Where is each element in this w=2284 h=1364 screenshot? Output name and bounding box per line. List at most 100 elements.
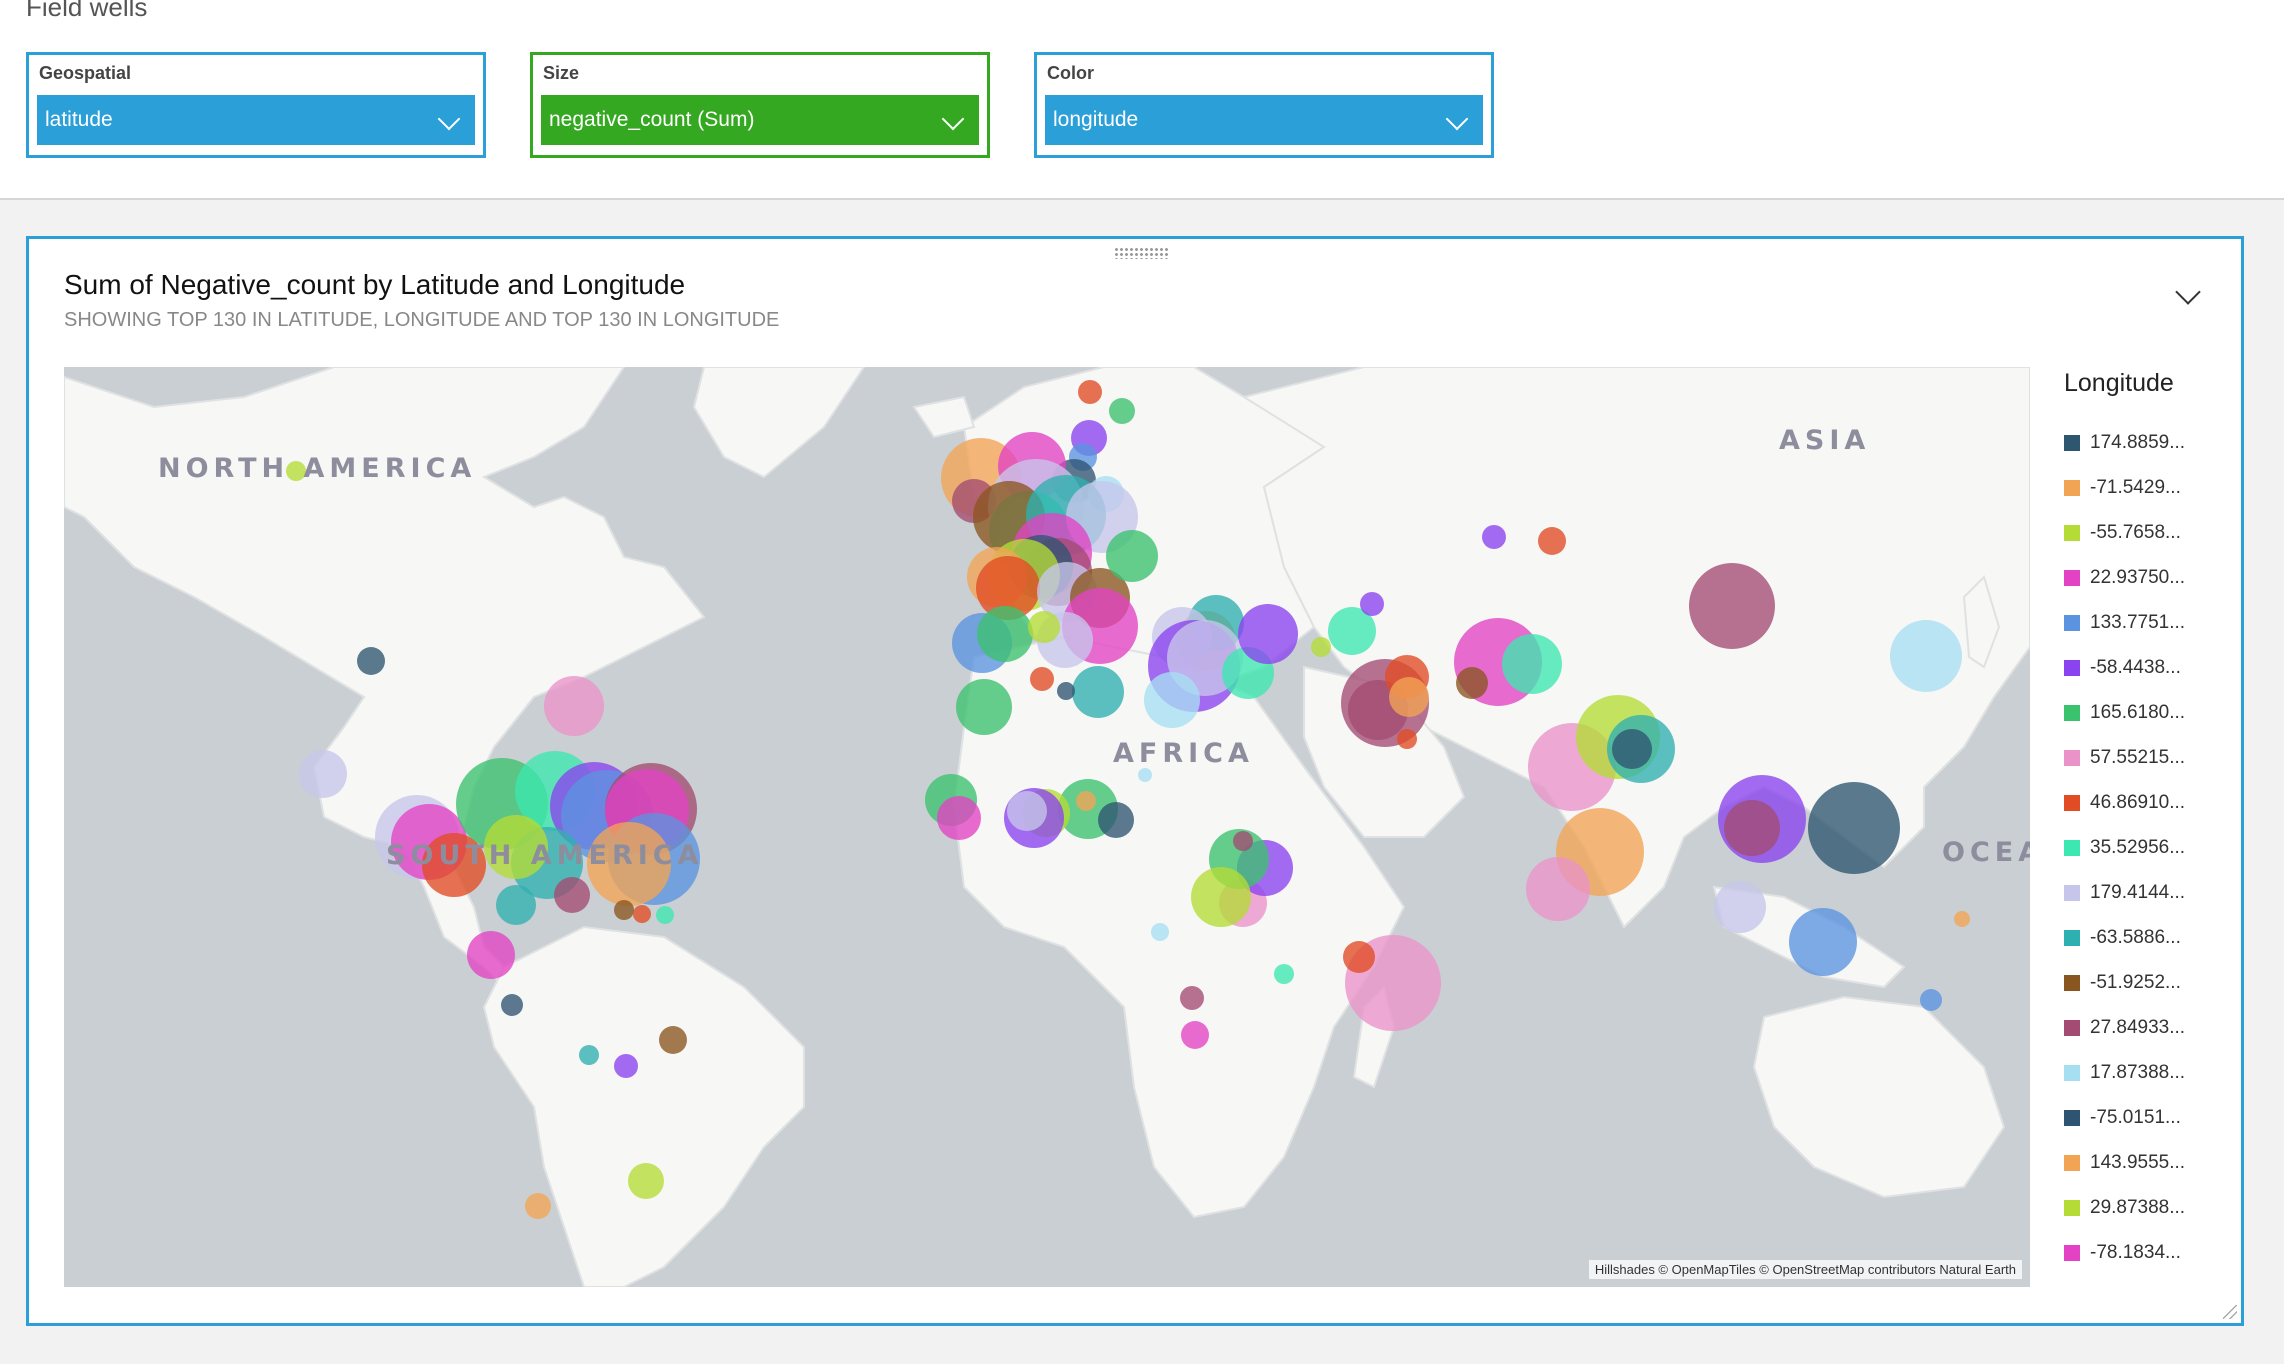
map-bubble[interactable] xyxy=(659,1026,687,1054)
map-bubble[interactable] xyxy=(1030,667,1054,691)
map-bubble[interactable] xyxy=(1612,729,1652,769)
legend-item[interactable]: -58.4438... xyxy=(2064,645,2234,690)
chevron-down-icon[interactable] xyxy=(2175,279,2201,305)
map-bubble[interactable] xyxy=(1789,908,1857,976)
geospatial-field-value: latitude xyxy=(45,108,113,131)
map-bubble[interactable] xyxy=(501,994,523,1016)
map-bubble[interactable] xyxy=(1274,964,1294,984)
chevron-down-icon[interactable] xyxy=(437,107,461,131)
map-bubble[interactable] xyxy=(1311,637,1331,657)
legend-item[interactable]: -63.5886... xyxy=(2064,915,2234,960)
map-bubble[interactable] xyxy=(1057,682,1075,700)
map-bubble[interactable] xyxy=(1109,398,1135,424)
chevron-down-icon[interactable] xyxy=(941,107,965,131)
drag-handle-icon[interactable] xyxy=(1114,247,1170,259)
map-bubble[interactable] xyxy=(299,750,347,798)
map-bubble[interactable] xyxy=(1328,607,1376,655)
legend-item[interactable]: 165.6180... xyxy=(2064,690,2234,735)
map-bubble[interactable] xyxy=(1238,604,1298,664)
map-bubble[interactable] xyxy=(286,461,306,481)
legend-item[interactable]: 46.86910... xyxy=(2064,780,2234,825)
map-bubble[interactable] xyxy=(1191,867,1251,927)
color-field-dropdown[interactable]: longitude xyxy=(1045,95,1483,145)
map-bubble[interactable] xyxy=(1343,941,1375,973)
map-bubble[interactable] xyxy=(628,1163,664,1199)
map-bubble[interactable] xyxy=(587,822,671,906)
map-bubble[interactable] xyxy=(525,1193,551,1219)
map-bubble[interactable] xyxy=(1920,989,1942,1011)
size-well-label: Size xyxy=(543,63,580,83)
map-bubble[interactable] xyxy=(1007,791,1047,831)
map-bubble[interactable] xyxy=(1808,782,1900,874)
legend-item[interactable]: 27.84933... xyxy=(2064,1005,2234,1050)
map-bubble[interactable] xyxy=(1538,527,1566,555)
map-bubble[interactable] xyxy=(976,556,1040,620)
geospatial-field-dropdown[interactable]: latitude xyxy=(37,95,475,145)
map-bubble[interactable] xyxy=(1890,620,1962,692)
legend-item[interactable]: -75.0151... xyxy=(2064,1095,2234,1140)
legend-item[interactable]: 22.93750... xyxy=(2064,555,2234,600)
map-bubble[interactable] xyxy=(1724,800,1780,856)
map-bubble[interactable] xyxy=(1714,881,1766,933)
map-bubble[interactable] xyxy=(977,606,1033,662)
legend-swatch xyxy=(2064,479,2080,496)
map-bubble[interactable] xyxy=(1389,677,1429,717)
legend-label: 22.93750... xyxy=(2090,566,2186,588)
map-bubble[interactable] xyxy=(1397,729,1417,749)
map-bubble[interactable] xyxy=(1233,831,1253,851)
map-visual[interactable]: Sum of Negative_count by Latitude and Lo… xyxy=(26,236,2244,1326)
legend-item[interactable]: -71.5429... xyxy=(2064,465,2234,510)
legend-item[interactable]: 143.9555... xyxy=(2064,1140,2234,1185)
map-bubble[interactable] xyxy=(937,796,981,840)
map-bubble[interactable] xyxy=(1072,666,1124,718)
legend-item[interactable]: -55.7658... xyxy=(2064,510,2234,555)
map-bubble[interactable] xyxy=(1144,672,1200,728)
map-bubble[interactable] xyxy=(544,676,604,736)
legend-item[interactable]: -51.9252... xyxy=(2064,960,2234,1005)
map-bubble[interactable] xyxy=(1078,380,1102,404)
color-well[interactable]: Color longitude xyxy=(1034,52,1494,158)
legend-item[interactable]: 57.55215... xyxy=(2064,735,2234,780)
map-bubble[interactable] xyxy=(1028,611,1060,643)
map-bubble[interactable] xyxy=(956,679,1012,735)
map-bubble[interactable] xyxy=(656,906,674,924)
size-field-dropdown[interactable]: negative_count (Sum) xyxy=(541,95,979,145)
map-bubble[interactable] xyxy=(614,900,634,920)
legend-item[interactable]: 35.52956... xyxy=(2064,825,2234,870)
map-bubble[interactable] xyxy=(1106,530,1158,582)
resize-handle-icon[interactable] xyxy=(2223,1305,2237,1319)
map-bubble[interactable] xyxy=(357,647,385,675)
legend-item[interactable]: 29.87388... xyxy=(2064,1185,2234,1230)
map-bubble[interactable] xyxy=(1482,525,1506,549)
geospatial-map[interactable]: NORTH AMERICA SOUTH AMERICA AFRICA ASIA … xyxy=(64,367,2030,1287)
geospatial-well[interactable]: Geospatial latitude xyxy=(26,52,486,158)
map-bubble[interactable] xyxy=(579,1045,599,1065)
legend-item[interactable]: 17.87388... xyxy=(2064,1050,2234,1095)
map-bubble[interactable] xyxy=(1526,857,1590,921)
map-bubble[interactable] xyxy=(614,1054,638,1078)
map-bubble[interactable] xyxy=(633,905,651,923)
map-bubble[interactable] xyxy=(484,815,548,879)
map-bubble[interactable] xyxy=(1954,911,1970,927)
map-bubble[interactable] xyxy=(1098,802,1134,838)
map-bubble[interactable] xyxy=(1456,667,1488,699)
map-bubble[interactable] xyxy=(554,877,590,913)
legend-item[interactable]: -78.1834... xyxy=(2064,1230,2234,1275)
map-bubble[interactable] xyxy=(1502,634,1562,694)
map-bubble[interactable] xyxy=(1151,923,1169,941)
map-bubble[interactable] xyxy=(422,833,486,897)
chevron-down-icon[interactable] xyxy=(1445,107,1469,131)
map-bubble[interactable] xyxy=(1181,1021,1209,1049)
legend-item[interactable]: 174.8859... xyxy=(2064,420,2234,465)
legend-item[interactable]: 133.7751... xyxy=(2064,600,2234,645)
map-bubble[interactable] xyxy=(1689,563,1775,649)
map-bubble[interactable] xyxy=(467,931,515,979)
map-bubble[interactable] xyxy=(1360,592,1384,616)
size-well[interactable]: Size negative_count (Sum) xyxy=(530,52,990,158)
map-bubble[interactable] xyxy=(496,885,536,925)
legend-label: 133.7751... xyxy=(2090,611,2186,633)
legend-item[interactable]: 179.4144... xyxy=(2064,870,2234,915)
map-bubble[interactable] xyxy=(1180,986,1204,1010)
map-bubble[interactable] xyxy=(1076,791,1096,811)
map-bubble[interactable] xyxy=(1138,768,1152,782)
